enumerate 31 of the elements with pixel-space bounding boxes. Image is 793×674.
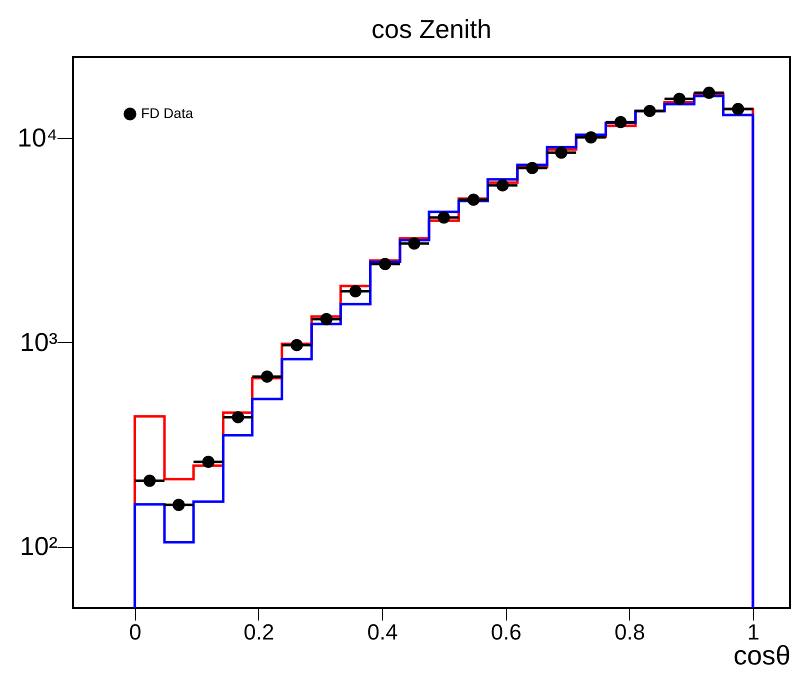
point	[555, 146, 568, 159]
x-tick-label: 0.4	[367, 620, 398, 644]
y-tick-label: 10⁴	[17, 122, 58, 153]
point	[732, 102, 744, 116]
legend-label: FD Data	[141, 105, 194, 121]
point	[438, 211, 450, 224]
x-tick-label: 0.2	[244, 620, 274, 644]
x-tick-label: 0	[129, 620, 142, 644]
y-tick-label: 10³	[20, 326, 58, 357]
point	[673, 92, 686, 105]
point	[349, 285, 362, 298]
point	[260, 370, 274, 383]
x-tick-label: 0.8	[614, 620, 646, 644]
point	[320, 313, 333, 326]
point	[202, 456, 214, 468]
point	[172, 498, 185, 511]
point	[584, 131, 598, 144]
point	[379, 258, 392, 270]
point	[496, 179, 509, 192]
point	[290, 338, 303, 352]
point	[408, 237, 420, 250]
point	[614, 116, 627, 128]
y-tick-label: 10²	[20, 531, 58, 562]
point	[144, 474, 156, 487]
point	[644, 104, 656, 118]
x-tick-label: 0.6	[490, 620, 522, 644]
chart-title: cos Zenith	[372, 14, 492, 44]
point	[232, 411, 244, 424]
point	[702, 86, 716, 99]
point	[467, 194, 480, 206]
point	[526, 162, 538, 174]
